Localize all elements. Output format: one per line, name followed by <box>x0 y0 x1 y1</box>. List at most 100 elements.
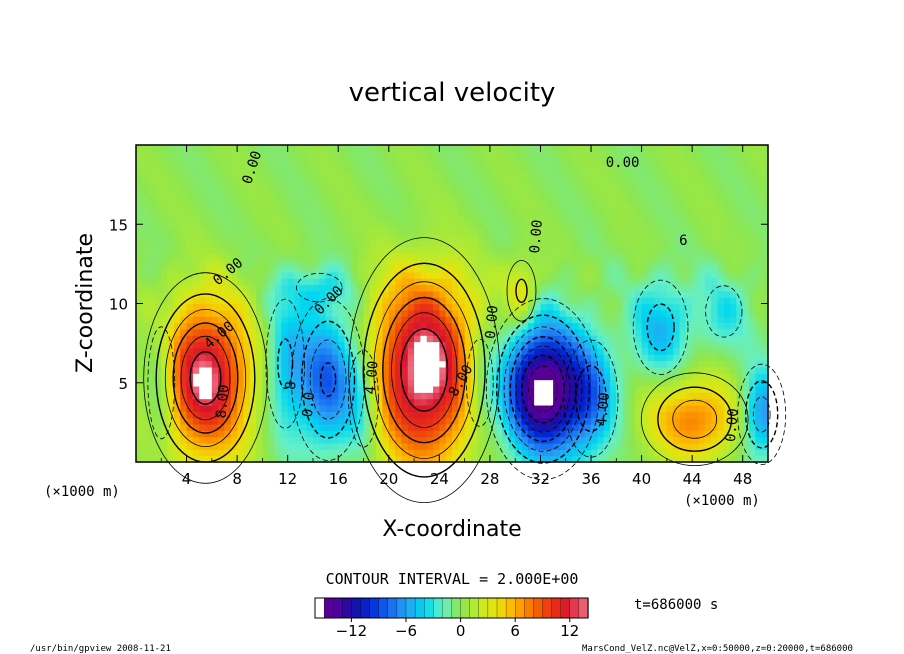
heatmap-cell <box>363 157 371 165</box>
heatmap-cell <box>300 404 308 412</box>
heatmap-cell <box>199 284 207 292</box>
heatmap-cell <box>584 455 592 463</box>
heatmap-cell <box>249 151 257 159</box>
heatmap-cell <box>445 297 453 305</box>
heatmap-cell <box>237 195 245 203</box>
heatmap-cell <box>527 430 535 438</box>
heatmap-cell <box>452 164 459 171</box>
heatmap-cell <box>742 341 750 349</box>
heatmap-cell <box>673 347 681 355</box>
heatmap-cell <box>180 189 188 197</box>
heatmap-cell <box>730 449 737 457</box>
heatmap-cell <box>723 373 731 381</box>
heatmap-cell <box>363 411 371 419</box>
heatmap-cell <box>761 411 769 419</box>
heatmap-cell <box>610 170 617 178</box>
heatmap-cell <box>350 303 358 311</box>
heatmap-cell <box>281 347 289 355</box>
heatmap-cell <box>376 170 384 178</box>
heatmap-cell <box>262 157 270 165</box>
heatmap-cell <box>369 259 377 267</box>
heatmap-cell <box>395 145 403 152</box>
heatmap-cell <box>180 271 188 279</box>
heatmap-cell <box>167 170 175 178</box>
heatmap-cell <box>673 303 681 311</box>
heatmap-cell <box>287 227 295 235</box>
heatmap-cell <box>673 360 681 368</box>
heatmap-cell <box>319 392 327 400</box>
heatmap-cell <box>199 398 207 406</box>
heatmap-cell <box>136 303 143 311</box>
heatmap-cell <box>136 360 143 368</box>
heatmap-cell <box>136 145 143 152</box>
heatmap-cell <box>256 183 263 190</box>
heatmap-cell <box>761 252 769 260</box>
heatmap-cell <box>136 246 143 254</box>
heatmap-cell <box>281 164 289 171</box>
heatmap-cell <box>287 290 295 298</box>
heatmap-cell <box>350 157 358 165</box>
heatmap-cell <box>420 202 428 209</box>
heatmap-cell <box>433 449 440 457</box>
heatmap-cell <box>319 455 327 463</box>
heatmap-cell <box>192 417 200 425</box>
heatmap-cell <box>319 157 327 165</box>
heatmap-cell <box>591 278 598 286</box>
heatmap-cell <box>723 411 731 419</box>
heatmap-cell <box>388 164 396 171</box>
heatmap-cell <box>755 240 763 248</box>
heatmap-cell <box>647 455 655 463</box>
heatmap-cell <box>635 335 643 343</box>
heatmap-cell <box>578 398 586 406</box>
heatmap-cell <box>578 164 586 171</box>
heatmap-cell <box>426 151 434 159</box>
heatmap-cell <box>186 385 194 393</box>
heatmap-cell <box>470 278 478 286</box>
heatmap-cell <box>218 252 226 260</box>
heatmap-cell <box>584 290 592 298</box>
heatmap-cell <box>559 392 567 400</box>
heatmap-cell <box>496 278 504 286</box>
heatmap-cell <box>496 195 504 203</box>
heatmap-cell <box>426 360 434 368</box>
heatmap-cell <box>515 398 523 406</box>
heatmap-cell <box>508 271 516 279</box>
heatmap-cell <box>641 278 649 286</box>
heatmap-cell <box>433 189 440 197</box>
heatmap-cell <box>256 309 263 317</box>
heatmap-cell <box>679 354 687 362</box>
heatmap-cell <box>154 233 162 241</box>
heatmap-cell <box>211 151 219 159</box>
heatmap-cell <box>224 360 232 368</box>
heatmap-cell <box>616 328 624 336</box>
heatmap-cell <box>395 297 403 305</box>
heatmap-cell <box>395 379 403 387</box>
heatmap-cell <box>331 284 339 292</box>
heatmap-cell <box>591 265 598 273</box>
heatmap-cell <box>426 341 434 349</box>
heatmap-cell <box>376 455 384 463</box>
heatmap-cell <box>502 233 510 241</box>
heatmap-cell <box>749 170 756 178</box>
heatmap-cell <box>666 385 674 393</box>
heatmap-cell <box>439 442 447 450</box>
heatmap-cell <box>496 259 504 267</box>
heatmap-cell <box>464 221 472 229</box>
heatmap-cell <box>534 309 542 317</box>
heatmap-cell <box>205 436 213 444</box>
heatmap-cell <box>736 354 744 362</box>
heatmap-cell <box>243 322 251 330</box>
heatmap-cell <box>704 259 712 267</box>
heatmap-cell <box>363 176 371 184</box>
heatmap-cell <box>723 151 731 159</box>
heatmap-cell <box>723 246 731 254</box>
heatmap-cell <box>527 411 535 419</box>
heatmap-cell <box>755 290 763 298</box>
heatmap-cell <box>218 183 226 190</box>
heatmap-cell <box>344 227 352 235</box>
heatmap-cell <box>565 183 573 190</box>
heatmap-cell <box>755 221 763 229</box>
heatmap-cell <box>382 214 390 222</box>
heatmap-cell <box>382 366 390 374</box>
heatmap-cell <box>464 195 472 203</box>
